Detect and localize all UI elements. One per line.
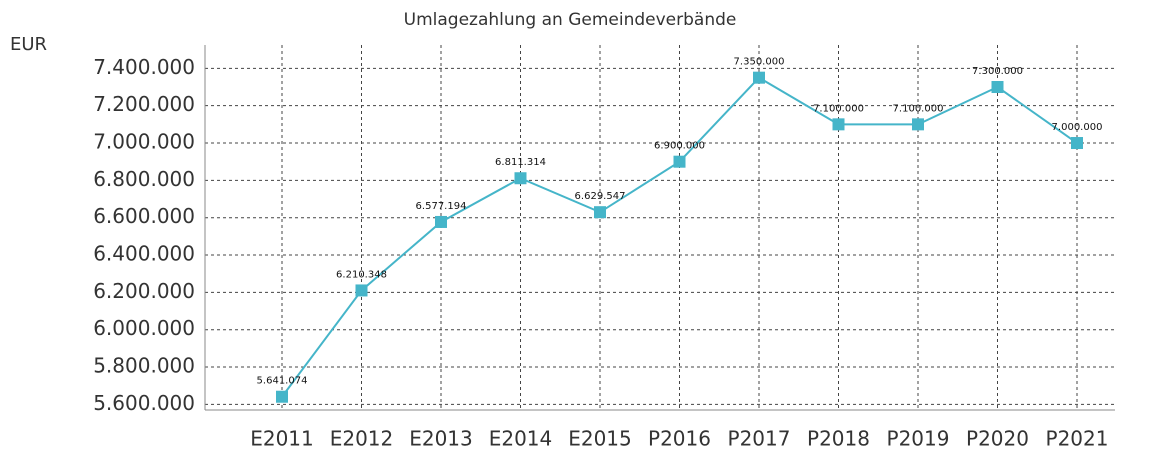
x-tick-label: E2014 xyxy=(489,427,553,451)
y-axis-label: EUR xyxy=(10,34,47,55)
x-tick-label: P2017 xyxy=(728,427,791,451)
x-tick-label: P2020 xyxy=(966,427,1029,451)
data-label: 7.100.000 xyxy=(813,103,864,114)
data-label: 7.100.000 xyxy=(893,103,944,114)
y-tick-label: 6.200.000 xyxy=(93,279,195,303)
y-tick-label: 7.200.000 xyxy=(93,92,195,116)
y-tick-label: 7.000.000 xyxy=(93,130,195,154)
y-tick-label: 6.000.000 xyxy=(93,316,195,340)
marker xyxy=(594,206,606,219)
data-label: 6.900.000 xyxy=(654,141,705,152)
marker xyxy=(673,155,686,168)
data-label: 6.811.314 xyxy=(495,157,546,168)
x-tick-label: E2011 xyxy=(250,427,314,451)
data-label: 6.577.194 xyxy=(416,201,467,212)
marker xyxy=(753,71,765,84)
marker xyxy=(514,172,527,185)
y-tick-label: 7.400.000 xyxy=(93,55,195,79)
data-label: 7.300.000 xyxy=(972,66,1023,77)
y-tick-label: 6.400.000 xyxy=(93,242,195,266)
x-tick-label: P2018 xyxy=(807,427,870,451)
marker xyxy=(832,118,845,131)
data-label: 6.210.348 xyxy=(336,269,387,280)
x-tick-label: P2021 xyxy=(1046,427,1109,451)
marker xyxy=(355,284,368,297)
y-tick-label: 6.800.000 xyxy=(93,167,195,191)
x-tick-label: E2013 xyxy=(409,427,473,451)
marker xyxy=(1071,137,1083,150)
data-label: 7.000.000 xyxy=(1052,122,1103,133)
marker xyxy=(276,390,288,403)
marker xyxy=(435,215,447,228)
y-tick-label: 6.600.000 xyxy=(93,204,195,228)
marker xyxy=(991,81,1004,94)
y-tick-label: 5.600.000 xyxy=(93,391,195,415)
x-tick-label: E2012 xyxy=(330,427,394,451)
x-tick-label: P2016 xyxy=(648,427,711,451)
y-tick-label: 5.800.000 xyxy=(93,354,195,378)
x-tick-label: P2019 xyxy=(887,427,950,451)
data-label: 5.641.074 xyxy=(257,376,308,387)
data-label: 6.629.547 xyxy=(575,191,626,202)
marker xyxy=(912,118,924,131)
chart-title: Umlagezahlung an Gemeindeverbände xyxy=(404,10,737,30)
x-tick-label: E2015 xyxy=(568,427,632,451)
data-label: 7.350.000 xyxy=(734,57,785,68)
